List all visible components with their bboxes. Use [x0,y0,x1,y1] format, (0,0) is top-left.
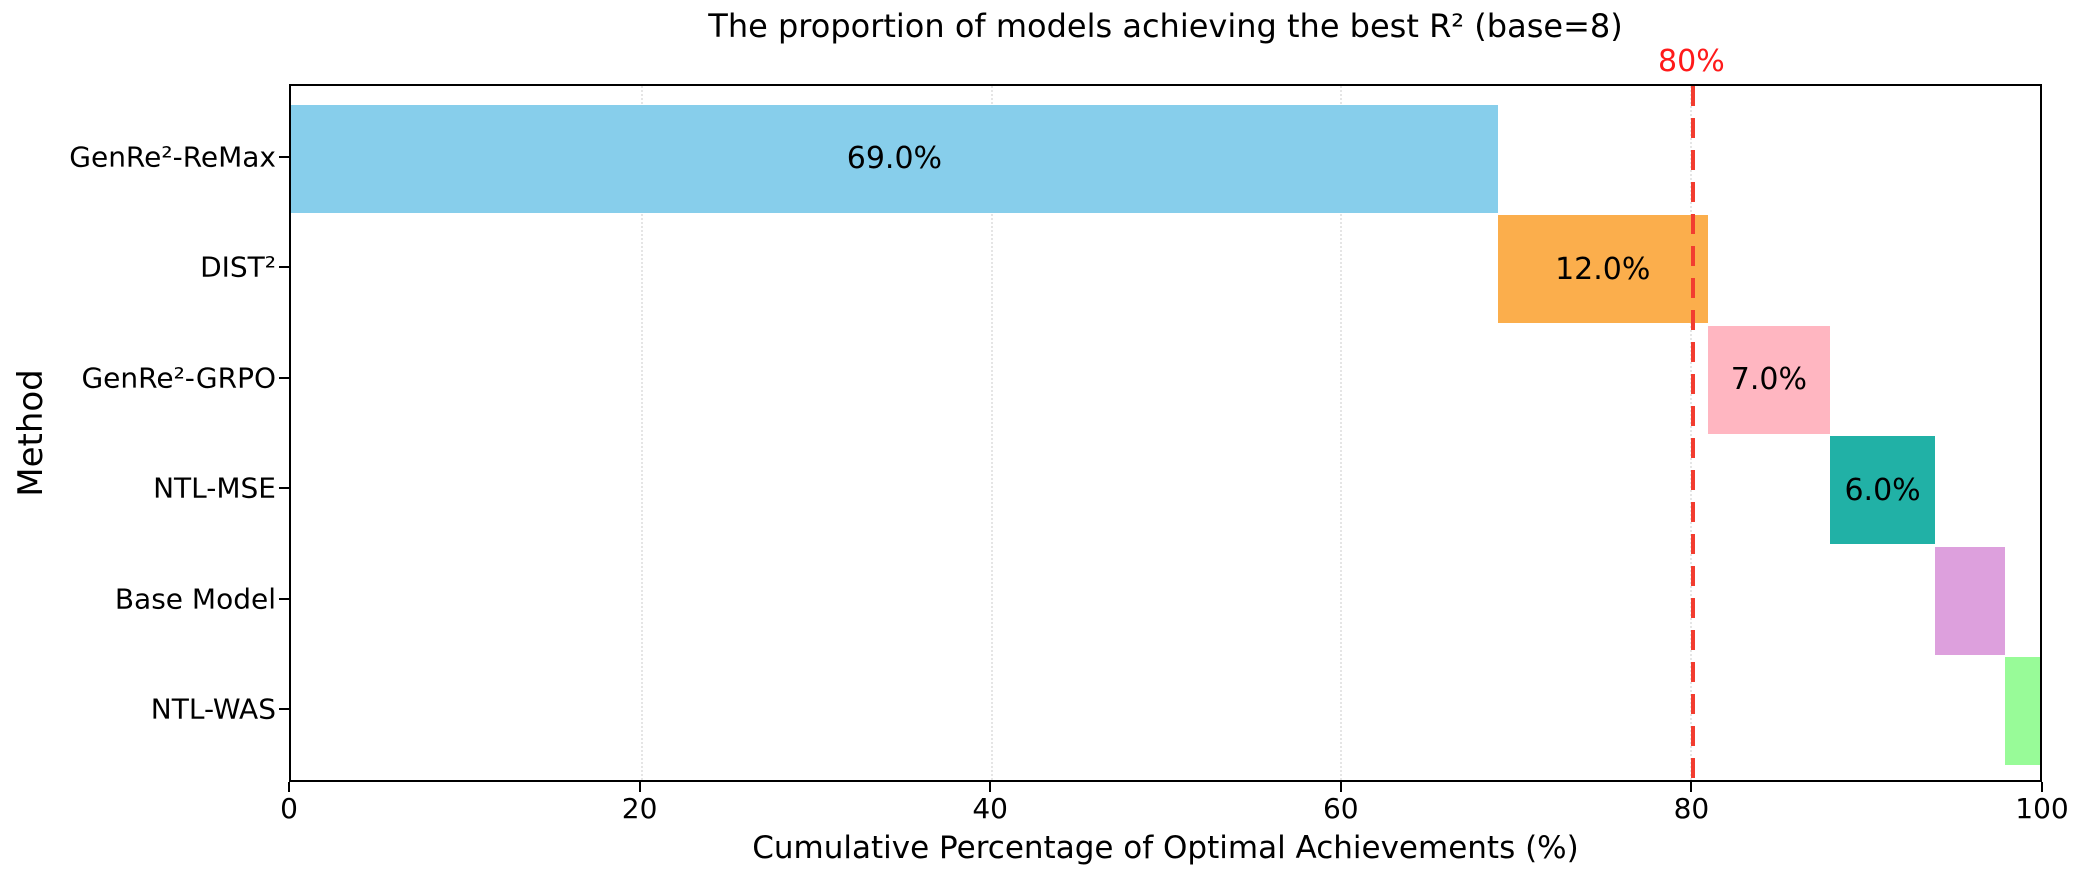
bar-base-model [1935,546,2005,655]
x-tick-label-20: 20 [621,792,658,825]
gridline-x-40 [990,86,993,780]
y-tick-label-genre-grpo: GenRe²-GRPO [81,361,276,394]
y-tick-label-base-model: Base Model [114,582,276,615]
y-tick-mark-dist [279,266,289,268]
gridline-x-80 [1690,86,1693,780]
x-tick-mark-40 [989,782,992,792]
x-tick-mark-20 [638,782,641,792]
x-tick-mark-100 [2041,782,2043,792]
bar-value-label-dist: 12.0% [1555,251,1651,287]
y-tick-mark-ntl-mse [279,487,289,489]
gridline-x-60 [1340,86,1343,780]
bar-genre-grpo: 7.0% [1707,325,1831,434]
bar-value-label-ntl-mse: 6.0% [1844,472,1921,508]
y-tick-mark-genre-grpo [279,376,289,379]
bar-dist: 12.0% [1497,215,1708,323]
reference-line-label: 80% [1658,44,1725,79]
y-tick-label-ntl-was: NTL-WAS [150,692,276,726]
y-tick-mark-genre-remax [279,155,289,158]
x-tick-label-80: 80 [1673,792,1710,825]
x-tick-label-0: 0 [280,792,298,825]
bar-genre-remax: 69.0% [291,104,1498,213]
x-tick-mark-0 [288,782,290,792]
y-tick-mark-ntl-was [279,708,289,710]
y-tick-label-dist: DIST² [200,250,276,284]
y-tick-mark-base-model [279,597,289,600]
bar-ntl-was [2005,657,2040,765]
y-tick-label-ntl-mse: NTL-MSE [153,471,276,505]
chart-title: The proportion of models achieving the b… [708,7,1623,45]
x-tick-mark-80 [1690,782,1693,792]
bar-value-label-genre-remax: 69.0% [846,141,943,176]
x-tick-label-40: 40 [972,792,1009,825]
x-tick-mark-60 [1339,782,1342,792]
plot-area: 69.0% 12.0% 7.0% 6.0% [289,84,2042,782]
bar-ntl-mse: 6.0% [1830,436,1936,544]
gridline-x-20 [640,86,643,780]
bar-value-label-genre-grpo: 7.0% [1730,362,1807,397]
reference-line-80pct [1691,86,1696,780]
x-axis-label: Cumulative Percentage of Optimal Achieve… [752,830,1579,866]
x-tick-label-100: 100 [2015,792,2069,825]
y-tick-label-genre-remax: GenRe²-ReMax [69,140,276,173]
y-axis-label-container: Method [0,84,62,782]
x-tick-label-60: 60 [1322,792,1359,825]
